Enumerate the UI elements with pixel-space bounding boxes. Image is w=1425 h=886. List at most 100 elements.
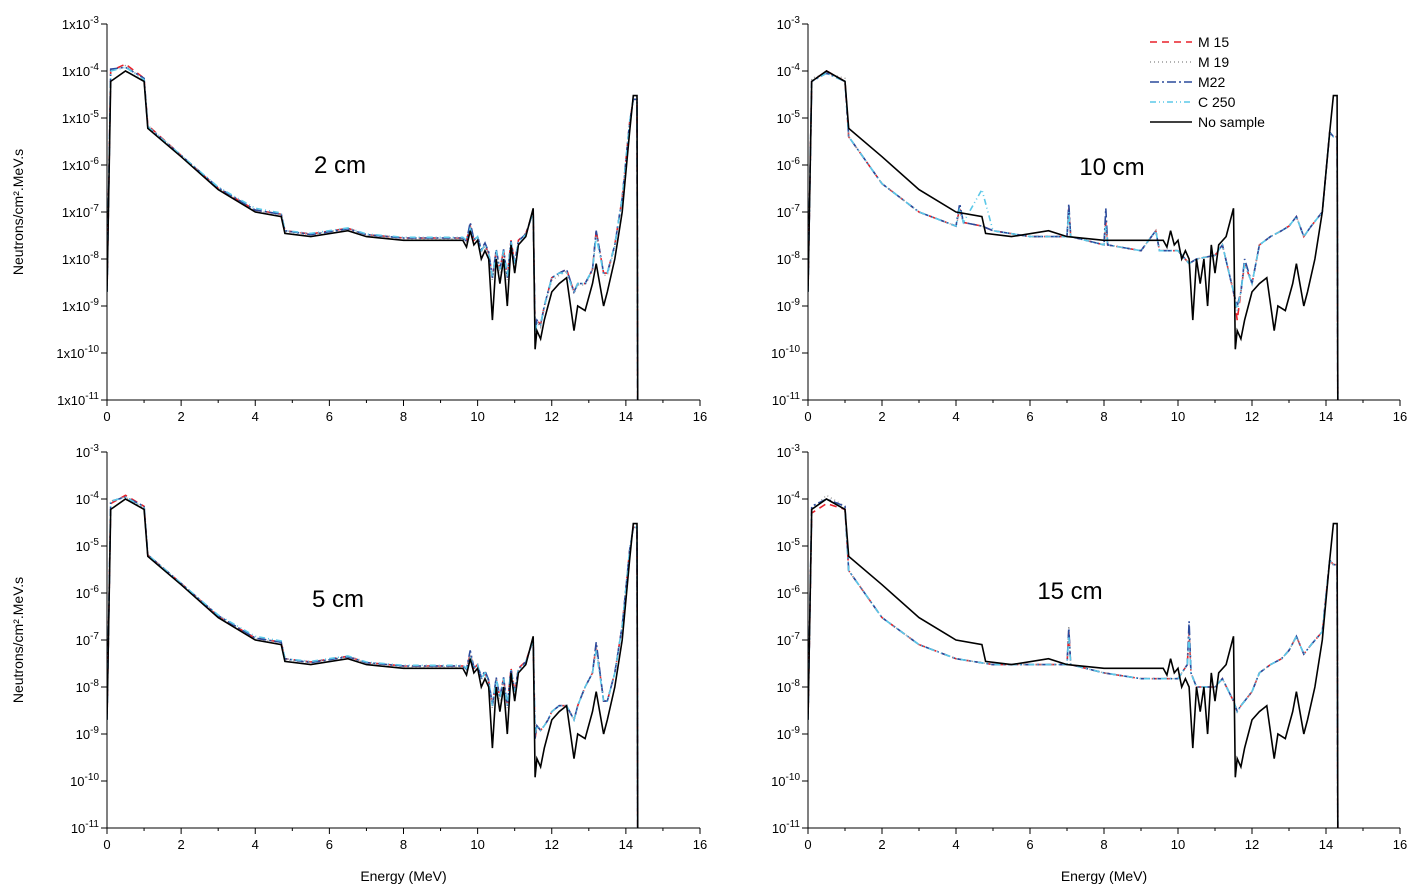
y-tick-exponent: -11	[85, 819, 99, 830]
y-tick-label: 1x10-4	[62, 62, 100, 79]
y-tick-base: 10	[76, 680, 90, 695]
x-tick-label: 8	[400, 409, 407, 424]
y-tick-label: 10-5	[76, 537, 100, 554]
y-tick-base: 10	[771, 346, 785, 361]
x-tick-label: 10	[470, 837, 484, 852]
x-tick-label: 6	[326, 837, 333, 852]
y-tick-exponent: -8	[90, 678, 99, 689]
y-tick-label: 10-5	[777, 109, 801, 126]
x-tick-label: 12	[1245, 837, 1259, 852]
panel-2-cm: 0 2 4 6 8 10 12 14 161x10-31x10-41x10-51x10-61x1…	[10, 15, 707, 424]
x-tick-label: 4	[252, 837, 259, 852]
panel-label: 2 cm	[314, 152, 366, 179]
y-tick-exponent: -5	[791, 109, 800, 120]
y-tick-base: 10	[777, 158, 791, 173]
panel-label: 15 cm	[1037, 578, 1102, 605]
y-tick-exponent: -10	[786, 772, 801, 783]
y-tick-exponent: -10	[786, 344, 801, 355]
y-tick-exponent: -9	[90, 297, 99, 308]
y-tick-exponent: -11	[786, 819, 800, 830]
x-tick-label: 8	[1100, 837, 1107, 852]
series-m22	[107, 66, 639, 401]
series-m15	[107, 63, 639, 401]
y-tick-label: 10-9	[777, 297, 801, 314]
y-tick-base: 1x10	[62, 17, 90, 32]
panel-label: 10 cm	[1079, 154, 1144, 181]
x-tick-label: 12	[1245, 409, 1259, 424]
y-tick-exponent: -8	[791, 678, 800, 689]
x-tick-label: 10	[1171, 837, 1185, 852]
y-tick-label: 10-8	[777, 678, 801, 695]
y-tick-exponent: -4	[791, 490, 800, 501]
y-tick-label: 10-11	[71, 819, 100, 836]
y-tick-base: 10	[76, 492, 90, 507]
x-tick-label: 4	[252, 409, 259, 424]
series-m19	[808, 494, 1339, 829]
y-tick-base: 1x10	[62, 252, 90, 267]
y-tick-base: 1x10	[62, 111, 90, 126]
y-tick-base: 10	[71, 821, 85, 836]
y-tick-label: 10-4	[76, 490, 100, 507]
x-tick-label: 2	[878, 409, 885, 424]
y-tick-label: 10-10	[70, 772, 99, 789]
y-tick-base: 1x10	[62, 158, 90, 173]
y-tick-label: 1x10-8	[62, 250, 100, 267]
panel-10-cm: 0 2 4 6 8 10 12 14 1610-310-410-510-610-710-810-…	[771, 15, 1407, 424]
y-tick-label: 10-7	[777, 203, 801, 220]
y-tick-label: 10-5	[777, 537, 801, 554]
series-no-sample	[107, 498, 639, 829]
x-tick-label: 2	[178, 837, 185, 852]
x-tick-label: 14	[619, 837, 633, 852]
y-tick-base: 1x10	[62, 205, 90, 220]
y-tick-base: 10	[777, 492, 791, 507]
x-tick-label: 16	[1393, 837, 1407, 852]
legend-label: No sample	[1198, 114, 1265, 130]
y-tick-base: 10	[772, 821, 786, 836]
y-tick-label: 1x10-5	[62, 109, 100, 126]
y-tick-label: 1x10-11	[57, 391, 99, 408]
y-tick-base: 1x10	[56, 346, 84, 361]
x-tick-label: 10	[1171, 409, 1185, 424]
y-tick-base: 10	[777, 539, 791, 554]
y-tick-base: 10	[777, 205, 791, 220]
y-tick-base: 10	[777, 17, 791, 32]
y-tick-exponent: -5	[90, 537, 99, 548]
y-tick-base: 1x10	[62, 299, 90, 314]
y-tick-label: 10-3	[76, 443, 100, 460]
series-m19	[107, 496, 639, 829]
y-tick-label: 10-10	[771, 772, 800, 789]
y-tick-exponent: -3	[791, 443, 800, 454]
legend: M 15 M 19 M22 C 250 No sample	[1150, 34, 1265, 130]
y-tick-label: 10-10	[771, 344, 800, 361]
legend-label: M 19	[1198, 54, 1229, 70]
x-tick-label: 14	[1319, 837, 1333, 852]
y-tick-base: 10	[777, 111, 791, 126]
y-tick-exponent: -10	[85, 772, 100, 783]
series-m22	[107, 496, 639, 829]
y-axis-title: Neutrons/cm².MeV.s	[10, 149, 26, 275]
y-tick-label: 10-6	[777, 156, 801, 173]
y-tick-base: 10	[777, 680, 791, 695]
series-c250	[808, 498, 1339, 829]
y-tick-label: 10-11	[772, 391, 801, 408]
y-tick-label: 1x10-6	[62, 156, 100, 173]
x-tick-label: 4	[952, 409, 959, 424]
y-tick-exponent: -7	[90, 203, 99, 214]
y-tick-base: 10	[76, 727, 90, 742]
x-tick-label: 12	[545, 409, 559, 424]
y-tick-label: 10-3	[777, 15, 801, 32]
y-tick-base: 10	[777, 252, 791, 267]
y-tick-label: 10-6	[76, 584, 100, 601]
y-tick-exponent: -6	[791, 156, 800, 167]
series-no-sample	[107, 70, 639, 401]
y-tick-label: 10-4	[777, 490, 801, 507]
y-tick-label: 10-11	[772, 819, 801, 836]
y-tick-exponent: -4	[90, 62, 99, 73]
x-tick-label: 10	[470, 409, 484, 424]
x-tick-label: 0	[804, 837, 811, 852]
x-tick-label: 16	[693, 409, 707, 424]
y-tick-exponent: -8	[90, 250, 99, 261]
y-tick-exponent: -7	[791, 631, 800, 642]
y-tick-exponent: -6	[791, 584, 800, 595]
y-tick-label: 10-7	[76, 631, 100, 648]
